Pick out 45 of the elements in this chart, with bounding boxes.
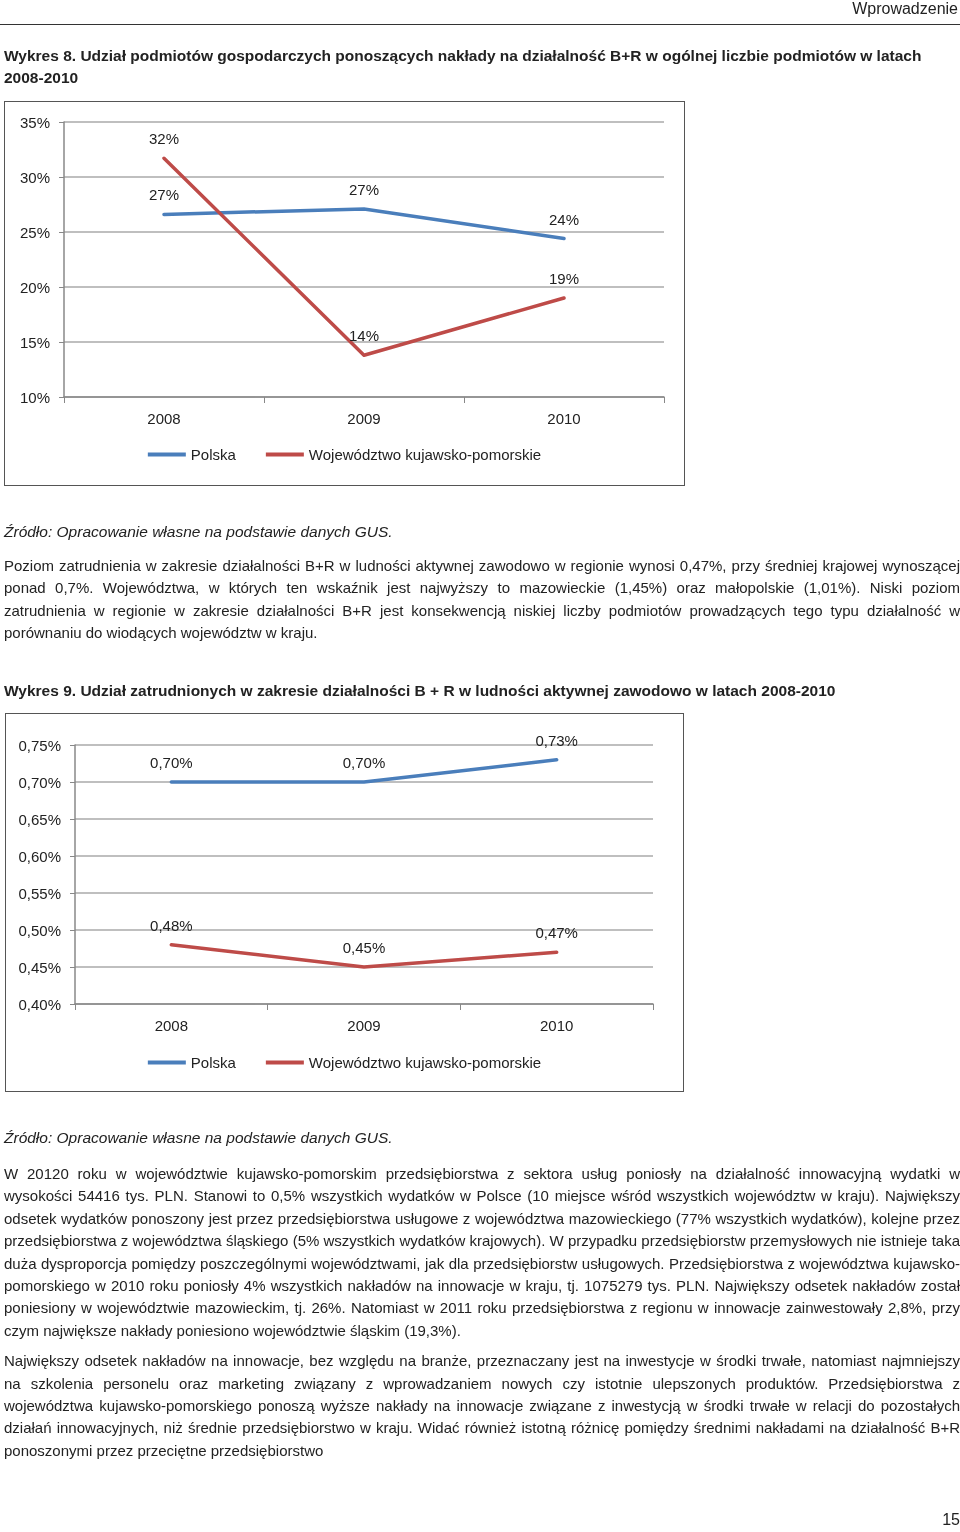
x-tick-label: 2009 <box>347 410 381 427</box>
data-label: 27% <box>148 186 180 204</box>
y-tick-label: 30% <box>19 168 50 186</box>
y-tick-label: 25% <box>19 223 50 241</box>
y-tick-label: 10% <box>19 388 50 406</box>
text: Źródło: Opracowanie własne na podstawie danych GUS. <box>4 1129 393 1147</box>
legend-label: Polska <box>190 446 237 463</box>
y-tick-label: 0,60% <box>18 847 61 865</box>
x-tick-label: 2010 <box>539 1017 574 1034</box>
y-tick-label: 0,65% <box>18 810 61 828</box>
chart-title: Wykres 9. Udział zatrudnionych w zakresie działalności B + R w ludności aktywnej zawodowo w latach 2008-2010 <box>4 681 837 701</box>
x-tick-label: 2008 <box>147 410 181 427</box>
y-tick-label: 0,40% <box>18 995 61 1013</box>
legend-label: Polska <box>190 1054 237 1071</box>
data-label: 14% <box>348 327 380 345</box>
data-label: 24% <box>548 210 580 228</box>
y-tick-label: 0,75% <box>18 736 61 754</box>
text: Największy odsetek nakładów na innowacje, bez względu na branże, przeznaczany jest na inwestycje w środki trwałe, natomiast najmniejszy na szkolenia personelu oraz marketing związany z wprowadzaniem nowych czy istotnie ulepszonych produktów. Przedsiębiorstwa z województwa kujawsko-pomorskiego ponoszą wyższe nakłady na innowacje związane z inwestycją w środki trwałe w relacji do pozostałych działań innowacyjnych, niż średnie przedsiębiorstwo w kraju. Widać również istotną różnicę pomiędzy średnimi nakładami na działalność B+R ponoszonymi przez przeciętne przedsiębiorstwo <box>4 1351 960 1461</box>
chart-title: Wykres 8. Udział podmiotów gospodarczych ponoszących nakłady na działalność B+R w ogólnej liczbie podmiotów w latach 2008-2010 <box>4 46 923 88</box>
data-label: 0,73% <box>535 731 578 749</box>
y-tick-label: 20% <box>19 278 50 296</box>
x-tick-label: 2009 <box>347 1017 381 1034</box>
legend-label: Województwo kujawsko-pomorskie <box>308 446 542 463</box>
text: Wprowadzenie <box>851 0 959 18</box>
x-tick-label: 2008 <box>154 1017 189 1034</box>
text: Źródło: Opracowanie własne na podstawie danych GUS. <box>4 523 393 541</box>
legend-label: Województwo kujawsko-pomorskie <box>308 1054 542 1071</box>
data-label: 0,70% <box>150 754 193 771</box>
y-tick-label: 0,70% <box>18 773 61 791</box>
y-tick-label: 0,45% <box>18 958 61 976</box>
y-tick-label: 15% <box>19 333 50 351</box>
text: 15 <box>942 1510 960 1530</box>
data-label: 0,48% <box>150 916 193 934</box>
y-tick-label: 0,55% <box>18 884 61 902</box>
data-label: 0,45% <box>342 939 386 956</box>
y-tick-label: 35% <box>19 113 50 131</box>
data-label: 19% <box>548 270 580 287</box>
data-label: 0,47% <box>535 924 578 942</box>
data-label: 27% <box>348 180 380 198</box>
data-label: 0,70% <box>342 754 386 771</box>
text: W 20120 roku w województwie kujawsko-pomorskim przedsiębiorstwa z sektora usług poniosły na działalność innowacyjną wydatki w wysokości 54416 tys. PLN. Stanowi to 0,5% wszystkich wydatków w Polsce (10 miejsce wśród wszystkich województw w kraju). Największy odsetek wydatków ponoszony jest przez przedsiębiorstwa usługowe z województwa mazowieckiego (77% wszystkich wydatków), kolejne przez przedsiębiorstwa z województwa śląskiego (5% wszystkich wydatków krajowych). W przypadku przedsiębiorstw przemysłowych nie istnieje taka duża dysproporcja pomiędzy poszczególnymi województwami, jak dla przedsiębiorstw usługowych. Przedsiębiorstwa z województwa kujawsko-pomorskiego w 2010 roku poniosły 4% wszystkich nakładów na innowacje w kraju, tj. 1075279 tys. PLN. Największy odsetek nakładów został poniesiony w województwie mazowieckim, tj. 26%. Natomiast w 2011 roku przedsiębiorstwa z regionu w innowacje zainwestowały 2,8%, przy czym największe nakłady poniesiono województwie śląskim (19,3%). <box>4 1164 960 1341</box>
text: Poziom zatrudnienia w zakresie działalności B+R w ludności aktywnej zawodowo w regionie wynosi 0,47%, przy średniej krajowej wynoszącej ponad 0,7%. Województwa, w których ten wskaźnik jest najwyższy to mazowieckie (1,45%) oraz małopolskie (1,01%). Niski poziom zatrudnienia w regionie w zakresie działalności B+R jest konsekwencją niskiej liczby podmiotów prowadzących tego typu działalność w porównaniu do wiodących województw w kraju. <box>4 556 960 644</box>
x-tick-label: 2010 <box>547 410 581 427</box>
y-tick-label: 0,50% <box>18 921 61 939</box>
data-label: 32% <box>148 130 180 148</box>
